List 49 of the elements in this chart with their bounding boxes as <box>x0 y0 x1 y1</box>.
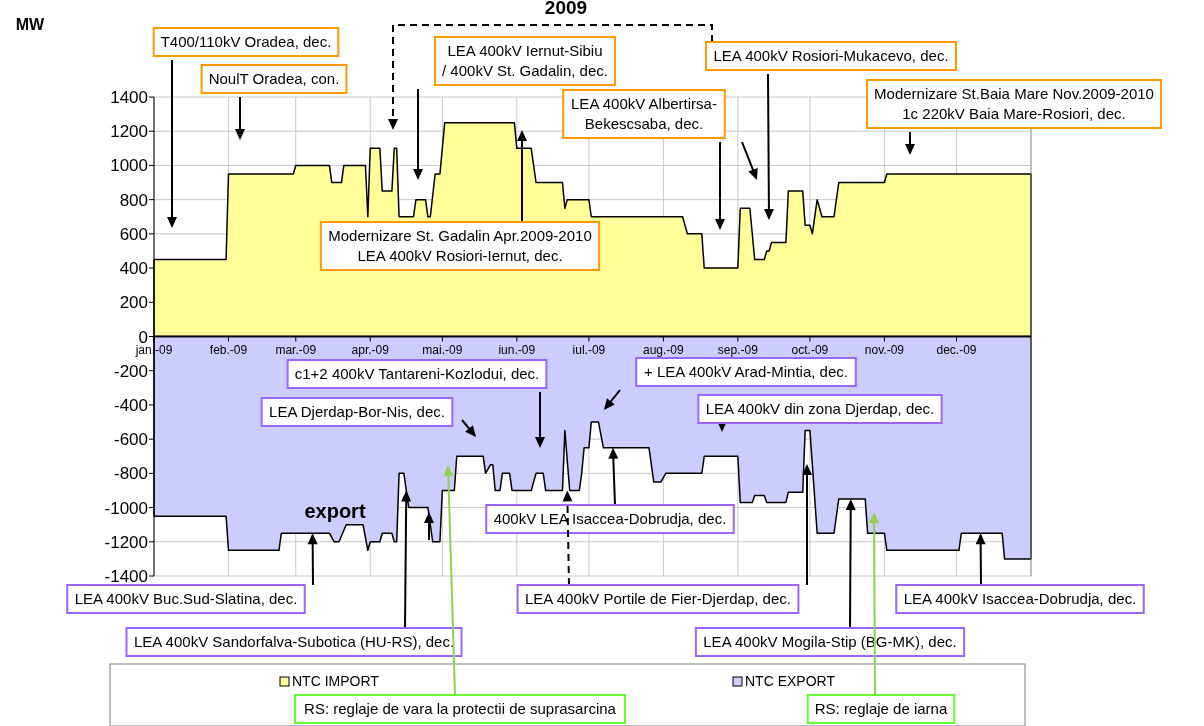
y-tick-label: 800 <box>119 190 148 210</box>
x-tick-label: iun.-09 <box>498 342 536 357</box>
chart-title: 2009 <box>544 0 588 18</box>
legend-label: NTC EXPORT <box>745 673 836 689</box>
annotation: export <box>304 500 366 522</box>
x-tick-label: iul.-09 <box>572 342 606 357</box>
text: LEA 400kV Iernut-Sibiu / 400kV St. Gadalin, dec. <box>442 42 608 79</box>
annotation: LEA 400kV Buc.Sud-Slatina, dec. <box>74 590 298 607</box>
y-tick-label: 200 <box>119 293 148 313</box>
annotation: LEA Djerdap-Bor-Nis, dec. <box>269 403 445 420</box>
annotation: Modernizare St.Baia Mare Nov.2009-2010 1c 220kV Baia Mare-Rosiori, dec. <box>874 85 1154 122</box>
y-tick-label: -1000 <box>104 498 148 518</box>
x-tick-label: apr.-09 <box>351 342 390 357</box>
annotation: LEA 400kV Isaccea-Dobrudja, dec. <box>903 590 1137 607</box>
text: RS: reglaje de iarna <box>814 700 948 717</box>
y-tick-label: 1200 <box>110 122 148 142</box>
annotation: + LEA 400kV Arad-Mintia, dec. <box>644 363 848 380</box>
y-tick-label: -800 <box>113 464 148 484</box>
y-tick-label: 0 <box>138 327 148 347</box>
x-tick-label: sep.-09 <box>717 342 759 357</box>
y-tick-label: -600 <box>113 430 148 450</box>
x-tick-label: mai.-09 <box>422 342 463 357</box>
y-tick-label: 400 <box>119 259 148 279</box>
text: MW <box>15 16 46 33</box>
x-tick-label: nov.-09 <box>864 342 905 357</box>
annotation: LEA 400kV din zona Djerdap, dec. <box>705 400 935 417</box>
y-tick-label: -1400 <box>104 567 148 586</box>
annotation: LEA 400kV Sandorfalva-Subotica (HU-RS), dec. <box>133 633 455 650</box>
y-tick-label: -400 <box>113 395 148 415</box>
x-tick-label: dec.-09 <box>936 342 977 357</box>
x-tick-label: aug.-09 <box>643 342 685 357</box>
x-tick-label: oct.-09 <box>791 342 829 357</box>
text: NoulT Oradea, con. <box>208 70 340 87</box>
legend-label: NTC IMPORT <box>292 673 380 689</box>
x-tick-label: mar.-09 <box>275 342 317 357</box>
y-tick-label: -200 <box>113 361 148 381</box>
annotation: Modernizare St. Gadalin Apr.2009-2010 LEA 400kV Rosiori-Iernut, dec. <box>328 227 592 264</box>
y-tick-label: -1200 <box>104 532 148 552</box>
annotation: c1+2 400kV Tantareni-Kozlodui, dec. <box>294 365 540 382</box>
y-tick-label: 1400 <box>110 88 148 107</box>
annotation: 400kV LEA Isaccea-Dobrudja, dec. <box>493 510 727 527</box>
annotation: LEA 400kV Albertirsa- Bekescsaba, dec. <box>571 95 717 132</box>
text: T400/110kV Oradea, dec. <box>160 33 332 50</box>
y-tick-label: 1000 <box>110 156 148 176</box>
text: RS: reglaje de vara la protectii de suprasarcina <box>304 700 617 717</box>
text: LEA 400kV Rosiori-Mukacevo, dec. <box>713 47 949 64</box>
y-tick-label: 600 <box>119 224 148 244</box>
annotation: LEA 400kV Portile de Fier-Djerdap, dec. <box>525 590 791 607</box>
x-tick-label: feb.-09 <box>209 342 248 357</box>
